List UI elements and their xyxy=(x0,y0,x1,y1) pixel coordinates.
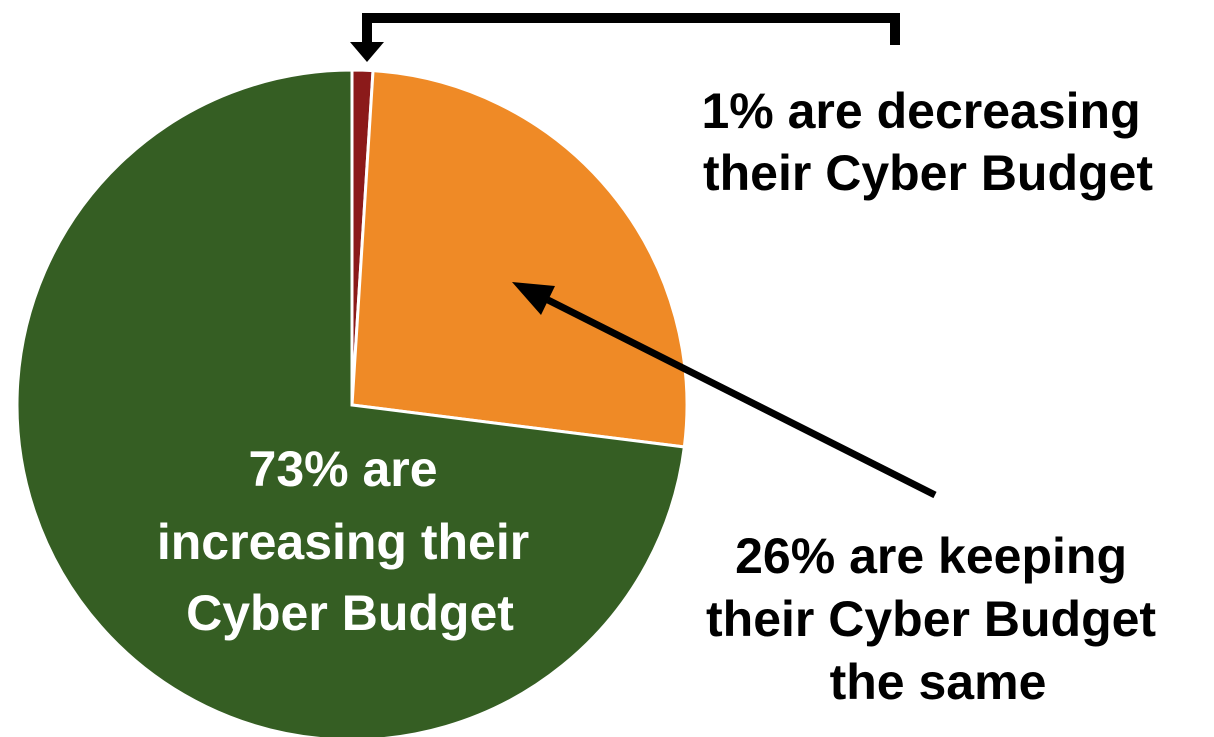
same-arrow-line xyxy=(546,296,937,499)
same-arrowhead xyxy=(512,282,555,315)
decreasing-annotation-bracket xyxy=(350,13,900,62)
label-same-line-2: their Cyber Budget xyxy=(706,591,1156,647)
label-increasing-line-3: Cyber Budget xyxy=(186,585,514,641)
label-same: 26% are keeping their Cyber Budget the s… xyxy=(706,528,1170,710)
label-increasing-line-1: 73% are xyxy=(249,441,438,497)
label-decreasing-line-1: 1% are decreasing xyxy=(701,83,1140,139)
pie-slices xyxy=(15,68,689,737)
pie-slice-increasing xyxy=(15,68,687,737)
label-same-line-1: 26% are keeping xyxy=(735,528,1127,584)
label-decreasing-line-2: their Cyber Budget xyxy=(703,145,1153,201)
bracket-line xyxy=(362,13,900,45)
label-decreasing: 1% are decreasing their Cyber Budget xyxy=(701,83,1154,201)
label-same-line-3: the same xyxy=(830,654,1047,710)
pie-slice-same xyxy=(350,69,689,449)
label-increasing-line-2: increasing their xyxy=(157,514,529,570)
label-increasing: 73% are increasing their Cyber Budget xyxy=(157,441,543,641)
same-annotation-arrow xyxy=(512,282,937,499)
bracket-arrowhead xyxy=(350,42,384,62)
